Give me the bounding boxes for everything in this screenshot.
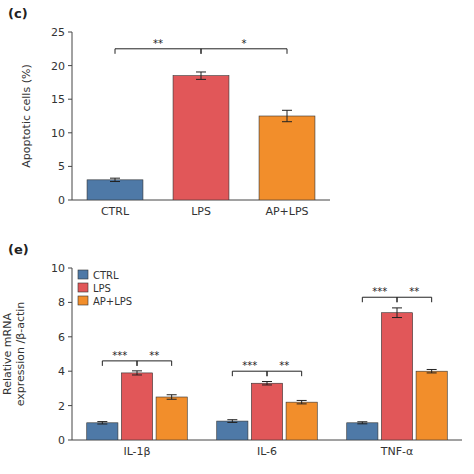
panel: (e) 0 2 4 6 8 10 Relative mRNAexpression /β-act… xyxy=(1,242,462,458)
y-tick xyxy=(68,440,72,441)
significance-bracket xyxy=(201,49,287,54)
x-tick-label: LPS xyxy=(191,205,211,218)
error-bar xyxy=(427,369,437,372)
y-tick xyxy=(68,405,72,406)
error-bar xyxy=(297,400,307,403)
error-bar xyxy=(132,371,142,375)
bar xyxy=(121,373,152,440)
legend-label: LPS xyxy=(93,283,111,294)
title: (e) xyxy=(8,242,29,257)
bar xyxy=(156,397,187,440)
y-label: Relative mRNAexpression /β-actin xyxy=(1,302,27,407)
legend-swatch xyxy=(78,270,88,279)
annotation: *** xyxy=(372,286,387,297)
marks xyxy=(87,308,448,440)
y-tick-label: 10 xyxy=(51,262,65,275)
error-bar xyxy=(357,422,367,424)
bar xyxy=(259,116,315,200)
y-label-line: Apoptotic cells (%) xyxy=(20,64,33,167)
x-tick-label: CTRL xyxy=(101,205,130,218)
marks xyxy=(87,72,315,200)
y-tick-label: 20 xyxy=(51,60,65,73)
error-bar xyxy=(227,420,237,423)
y-tick xyxy=(68,302,72,303)
y-label: Apoptotic cells (%) xyxy=(20,64,33,167)
significance-bracket xyxy=(102,361,137,366)
y-tick xyxy=(68,65,72,66)
y-tick xyxy=(68,336,72,337)
legend-swatch xyxy=(78,283,88,292)
annotation: ** xyxy=(279,360,289,371)
title: (c) xyxy=(8,6,28,21)
x-tick-label: IL-6 xyxy=(257,445,277,458)
y-tick-label: 0 xyxy=(58,194,65,207)
y-tick-label: 25 xyxy=(51,26,65,39)
y-tick xyxy=(68,132,72,133)
annotation: * xyxy=(242,38,247,49)
significance-bracket xyxy=(267,371,302,376)
bar xyxy=(87,423,118,440)
annotation: *** xyxy=(112,350,127,361)
y-tick xyxy=(68,166,72,167)
annotation: ** xyxy=(149,350,159,361)
bar xyxy=(416,371,447,440)
y-tick-label: 0 xyxy=(58,434,65,447)
y-tick-label: 6 xyxy=(58,331,65,344)
error-bar xyxy=(392,308,402,318)
error-bar xyxy=(97,422,107,424)
y-label-line: expression /β-actin xyxy=(14,302,27,407)
x-tick-label: AP+LPS xyxy=(265,205,308,218)
significance-bracket xyxy=(362,297,397,302)
legend: CTRL LPS AP+LPS xyxy=(78,270,132,307)
y-axis xyxy=(72,32,73,200)
y-tick xyxy=(68,200,72,201)
significance-bracket xyxy=(137,361,172,366)
significance-bracket xyxy=(232,371,267,376)
y-tick xyxy=(68,32,72,33)
bar xyxy=(87,180,143,200)
y-tick-label: 4 xyxy=(58,365,65,378)
bar xyxy=(381,313,412,440)
annotation: ** xyxy=(153,38,163,49)
y-label-line: Relative mRNA xyxy=(1,313,14,395)
error-bar xyxy=(262,382,272,385)
error-bar xyxy=(110,178,120,181)
bar xyxy=(286,402,317,440)
error-bar xyxy=(282,110,292,121)
x-tick-label: IL-1β xyxy=(123,445,150,458)
significance-bracket xyxy=(397,297,432,302)
error-bar xyxy=(167,395,177,399)
legend-swatch xyxy=(78,296,88,305)
y-tick-label: 10 xyxy=(51,127,65,140)
bar xyxy=(251,383,282,440)
legend-label: CTRL xyxy=(93,270,119,281)
bar xyxy=(173,76,229,200)
y-tick xyxy=(68,371,72,372)
bar xyxy=(347,423,378,440)
y-tick xyxy=(68,99,72,100)
panel: (c) 0 5 10 15 20 25 Apoptotic cells (%) CTRL LPS A… xyxy=(8,6,330,218)
y-axis xyxy=(72,268,73,440)
y-tick xyxy=(68,268,72,269)
chart-root: (c)0510152025Apoptotic cells (%)CTRLLPSA… xyxy=(0,0,474,474)
annotation: *** xyxy=(242,360,257,371)
y-tick-label: 15 xyxy=(51,93,65,106)
error-bar xyxy=(196,72,206,79)
annotation: ** xyxy=(409,286,419,297)
y-tick-label: 5 xyxy=(58,160,65,173)
x-tick-label: TNF-α xyxy=(380,445,414,458)
significance-bracket xyxy=(115,49,201,54)
bar xyxy=(217,421,248,440)
legend-label: AP+LPS xyxy=(93,296,132,307)
y-tick-label: 2 xyxy=(58,400,65,413)
y-tick-label: 8 xyxy=(58,296,65,309)
